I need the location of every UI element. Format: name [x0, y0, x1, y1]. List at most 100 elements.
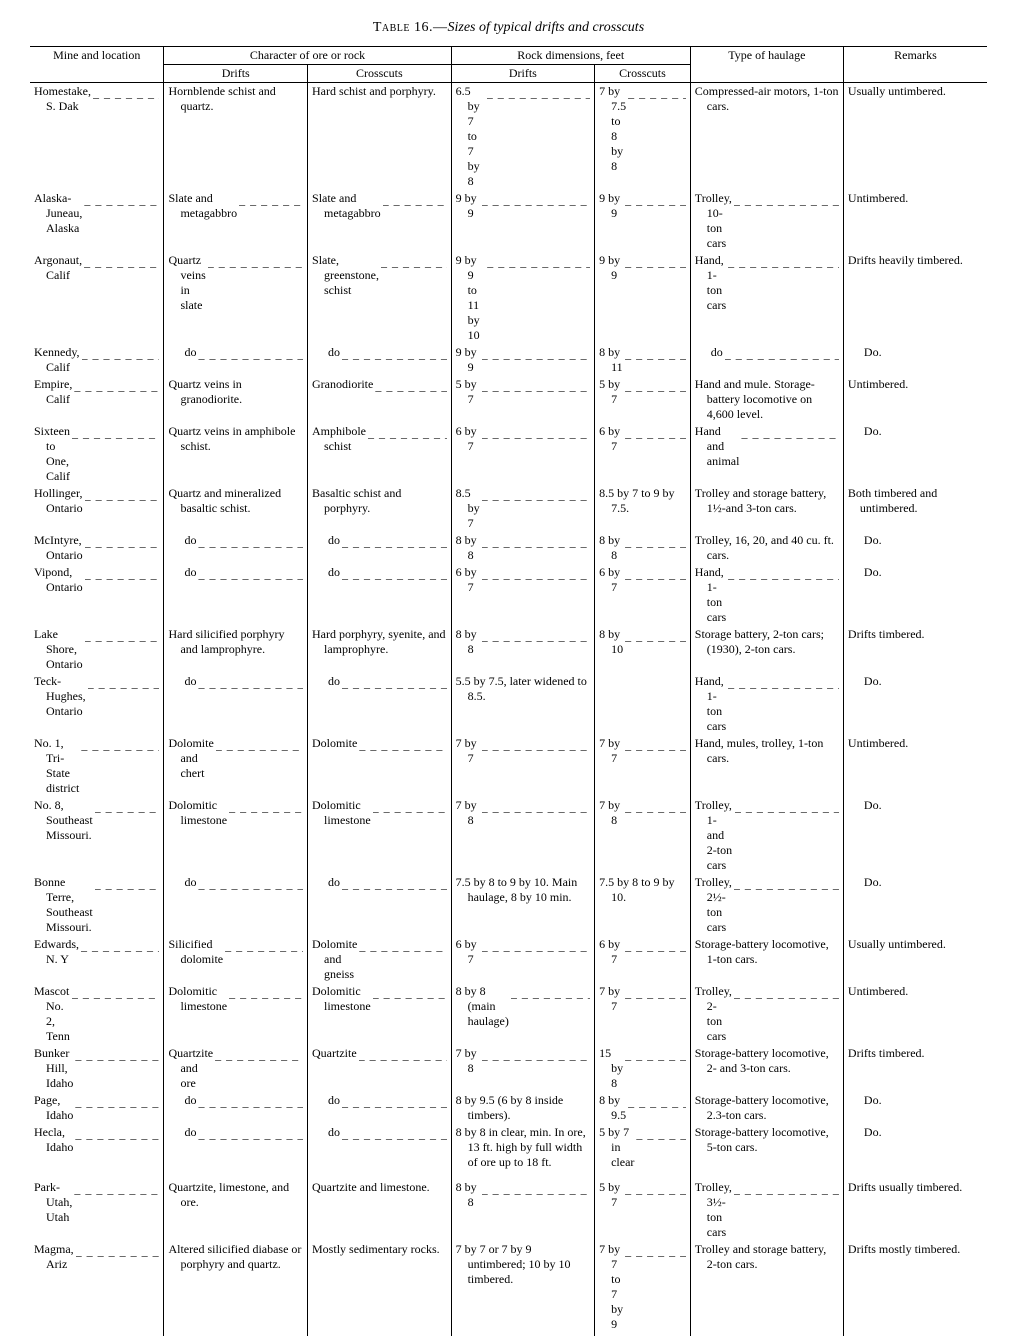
remarks-cell: Usually untimbered. — [848, 937, 946, 952]
table-cell: Dolomite_ _ _ _ _ _ _ _ _ _ _ _ _ _ _ _ … — [308, 735, 452, 797]
table-cell: Drifts timbered. — [843, 626, 987, 673]
table-row: Mascot No. 2, Tenn_ _ _ _ _ _ _ _ _ _ _ … — [30, 983, 987, 1045]
leader-dots: _ _ _ _ _ _ _ _ _ _ _ _ _ _ _ _ _ _ _ _ … — [625, 939, 686, 969]
remarks-cell: Do. — [848, 533, 882, 548]
table-row: No. 8, Southeast Missouri._ _ _ _ _ _ _ … — [30, 797, 987, 874]
remarks-cell: Do. — [848, 798, 882, 813]
table-row: Alaska-Juneau, Alaska_ _ _ _ _ _ _ _ _ _… — [30, 190, 987, 252]
leader-dots: _ _ _ _ _ _ _ _ _ _ _ _ _ _ _ _ _ _ _ _ … — [375, 379, 446, 394]
leader-dots: _ _ _ _ _ _ _ _ _ _ _ _ _ _ _ _ _ _ _ _ … — [487, 86, 590, 191]
dim-crosscuts-cell: 5 by 7 — [599, 1180, 623, 1210]
leader-dots: _ _ _ _ _ _ _ _ _ _ _ _ _ _ _ _ _ _ _ _ … — [72, 986, 160, 1046]
table-row: Empire, Calif_ _ _ _ _ _ _ _ _ _ _ _ _ _… — [30, 376, 987, 423]
haulage-cell: Trolley, 2-ton cars — [695, 984, 732, 1044]
table-cell: Park-Utah, Utah_ _ _ _ _ _ _ _ _ _ _ _ _… — [30, 1179, 164, 1241]
haulage-cell: Trolley, 10-ton cars — [695, 191, 732, 251]
dim-crosscuts-cell: 15 by 8 — [599, 1046, 623, 1091]
table-cell: Granodiorite_ _ _ _ _ _ _ _ _ _ _ _ _ _ … — [308, 376, 452, 423]
dim-crosscuts-cell: 6 by 7 — [599, 424, 623, 454]
char-drifts-cell: Dolomite and chert — [168, 736, 213, 781]
table-cell: 9 by 9_ _ _ _ _ _ _ _ _ _ _ _ _ _ _ _ _ … — [595, 252, 691, 344]
table-cell: 8 by 8_ _ _ _ _ _ _ _ _ _ _ _ _ _ _ _ _ … — [451, 532, 595, 564]
table-cell: Drifts mostly timbered. — [843, 1241, 987, 1333]
leader-dots: _ _ _ _ _ _ _ _ _ _ _ _ _ _ _ _ _ _ _ _ … — [487, 255, 590, 345]
table-cell: Quartz veins in slate_ _ _ _ _ _ _ _ _ _… — [164, 252, 308, 344]
char-crosscuts-cell: Dolomite and gneiss — [312, 937, 357, 982]
char-drifts-cell: Quartz veins in slate — [168, 253, 205, 313]
dim-crosscuts-cell: 6 by 7 — [599, 565, 623, 595]
remarks-cell: Both timbered and untimbered. — [848, 486, 983, 516]
table-cell: do_ _ _ _ _ _ _ _ _ _ _ _ _ _ _ _ _ _ _ … — [164, 673, 308, 735]
haulage-cell: Storage-battery locomotive, 2.3-ton cars… — [695, 1093, 839, 1123]
leader-dots: _ _ _ _ _ _ _ _ _ _ _ _ _ _ _ _ _ _ _ _ … — [625, 800, 686, 830]
dim-drifts-cell: 7 by 7 — [456, 736, 480, 766]
table-row: Kennedy, Calif_ _ _ _ _ _ _ _ _ _ _ _ _ … — [30, 344, 987, 376]
leader-dots: _ _ _ _ _ _ _ _ _ _ _ _ _ _ _ _ _ _ _ _ … — [72, 426, 159, 486]
table-cell: Hornblende schist and quartz. — [164, 83, 308, 191]
char-drifts-cell: Quartz and mineralized basaltic schist. — [168, 486, 303, 516]
col-remarks: Remarks — [843, 47, 987, 83]
haulage-cell: Storage battery, 2-ton cars; (1930), 2-t… — [695, 627, 839, 657]
dim-crosscuts-cell: 7.5 by 8 to 9 by 10. — [599, 875, 686, 905]
leader-dots: _ _ _ _ _ _ _ _ _ _ _ _ _ _ _ _ _ _ _ _ … — [625, 255, 686, 285]
table-cell: Quartz veins in granodiorite. — [164, 376, 308, 423]
table-cell: Storage-battery locomotive, 2- and 3-ton… — [690, 1045, 843, 1092]
table-cell: do_ _ _ _ _ _ _ _ _ _ _ _ _ _ _ _ _ _ _ … — [308, 673, 452, 735]
leader-dots: _ _ _ _ _ _ _ _ _ _ _ _ _ _ _ _ _ _ _ _ … — [625, 738, 686, 768]
table-cell: Quartz veins in amphibole schist. — [164, 423, 308, 485]
mine-cell: Lake Shore, Ontario — [34, 627, 83, 672]
table-cell: Sixteen to One, Calif_ _ _ _ _ _ _ _ _ _… — [30, 423, 164, 485]
col-dim-group: Rock dimensions, feet — [451, 47, 690, 65]
dim-drifts-cell: 6 by 7 — [456, 937, 480, 967]
table-cell: Quartzite and limestone. — [308, 1179, 452, 1241]
char-crosscuts-cell: do — [312, 533, 340, 548]
leader-dots: _ _ _ _ _ _ _ _ _ _ _ _ _ _ _ _ _ _ _ _ … — [368, 426, 447, 456]
table-row: Hecla, Idaho_ _ _ _ _ _ _ _ _ _ _ _ _ _ … — [30, 1124, 987, 1171]
leader-dots: _ _ _ _ _ _ _ _ _ _ _ _ _ _ _ _ _ _ _ _ … — [342, 1095, 447, 1110]
remarks-cell: Do. — [848, 1125, 882, 1140]
table-cell: Slate, greenstone, schist_ _ _ _ _ _ _ _… — [308, 252, 452, 344]
leader-dots: _ _ _ _ _ _ _ _ _ _ _ _ _ _ _ _ _ _ _ _ … — [229, 986, 303, 1016]
table-row: Teck-Hughes, Ontario_ _ _ _ _ _ _ _ _ _ … — [30, 673, 987, 735]
leader-dots: _ _ _ _ _ _ _ _ _ _ _ _ _ _ _ _ _ _ _ _ … — [625, 1244, 686, 1334]
leader-dots: _ _ _ _ _ _ _ _ _ _ _ _ _ _ _ _ _ _ _ _ … — [482, 488, 591, 533]
char-crosscuts-cell: do — [312, 565, 340, 580]
table-cell: do_ _ _ _ _ _ _ _ _ _ _ _ _ _ _ _ _ _ _ … — [164, 1124, 308, 1171]
table-cell: Drifts heavily timbered. — [843, 252, 987, 344]
table-cell: Mascot No. 2, Tenn_ _ _ _ _ _ _ _ _ _ _ … — [30, 983, 164, 1045]
leader-dots: _ _ _ _ _ _ _ _ _ _ _ _ _ _ _ _ _ _ _ _ … — [95, 800, 160, 845]
table-cell: Vipond, Ontario_ _ _ _ _ _ _ _ _ _ _ _ _… — [30, 564, 164, 626]
leader-dots: _ _ _ _ _ _ _ _ _ _ _ _ _ _ _ _ _ _ _ _ … — [625, 379, 686, 409]
leader-dots: _ _ _ _ _ _ _ _ _ _ _ _ _ _ _ _ _ _ _ _ … — [482, 193, 591, 223]
char-crosscuts-cell: Quartzite — [312, 1046, 357, 1061]
table-cell: 6 by 7_ _ _ _ _ _ _ _ _ _ _ _ _ _ _ _ _ … — [451, 423, 595, 485]
table-cell: 8.5 by 7_ _ _ _ _ _ _ _ _ _ _ _ _ _ _ _ … — [451, 485, 595, 532]
haulage-cell: Trolley and storage battery, 2-ton cars. — [695, 1242, 839, 1272]
table-head: Mine and location Character of ore or ro… — [30, 47, 987, 83]
col-dim-drifts: Drifts — [451, 65, 595, 83]
table-cell: Trolley, 10-ton cars_ _ _ _ _ _ _ _ _ _ … — [690, 190, 843, 252]
table-row: Hollinger, Ontario_ _ _ _ _ _ _ _ _ _ _ … — [30, 485, 987, 532]
leader-dots: _ _ _ _ _ _ _ _ _ _ _ _ _ _ _ _ _ _ _ _ … — [625, 1048, 686, 1093]
table-cell: Hecla, Idaho_ _ _ _ _ _ _ _ _ _ _ _ _ _ … — [30, 1124, 164, 1171]
table-cell: Trolley, 1- and 2-ton cars_ _ _ _ _ _ _ … — [690, 797, 843, 874]
table-cell: Storage-battery locomotive, 5-ton cars. — [690, 1124, 843, 1171]
table-cell: Trolley and storage battery, 2-ton cars. — [690, 1241, 843, 1333]
table-cell: Altered silicified diabase or porphyry a… — [164, 1241, 308, 1333]
col-dim-crosscuts: Crosscuts — [595, 65, 691, 83]
char-crosscuts-cell: Slate and metagabbro — [312, 191, 381, 221]
leader-dots: _ _ _ _ _ _ _ _ _ _ _ _ _ _ _ _ _ _ _ _ … — [482, 738, 591, 768]
table-cell: 7 by 8_ _ _ _ _ _ _ _ _ _ _ _ _ _ _ _ _ … — [595, 797, 691, 874]
leader-dots: _ _ _ _ _ _ _ _ _ _ _ _ _ _ _ _ _ _ _ _ … — [93, 86, 159, 116]
leader-dots: _ _ _ _ _ _ _ _ _ _ _ _ _ _ _ _ _ _ _ _ … — [85, 535, 160, 565]
table-row: Park-Utah, Utah_ _ _ _ _ _ _ _ _ _ _ _ _… — [30, 1179, 987, 1241]
table-cell: Usually untimbered. — [843, 83, 987, 191]
leader-dots: _ _ _ _ _ _ _ _ _ _ _ _ _ _ _ _ _ _ _ _ … — [85, 567, 160, 597]
table-cell: Untimbered. — [843, 1333, 987, 1336]
title-desc: Sizes of typical drifts and crosscuts — [448, 20, 645, 35]
dim-crosscuts-cell: 5 by 7 in clear — [599, 1125, 634, 1170]
dim-drifts-cell: 6 by 7 — [456, 424, 480, 454]
dim-crosscuts-cell: 7 by 7 — [599, 984, 623, 1014]
dim-drifts-cell: 9 by 9 — [456, 345, 480, 375]
leader-dots: _ _ _ _ _ _ _ _ _ _ _ _ _ _ _ _ _ _ _ _ … — [342, 567, 447, 582]
